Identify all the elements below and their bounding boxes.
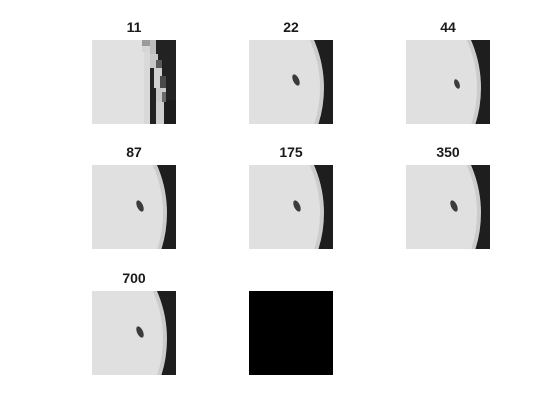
black-image xyxy=(249,291,333,375)
panel-title xyxy=(249,269,333,287)
sun-image xyxy=(92,291,176,375)
panel-title: 700 xyxy=(122,270,146,286)
sun-image xyxy=(92,165,176,249)
sun-image-blocky xyxy=(92,40,176,124)
panel-title: 175 xyxy=(279,144,303,160)
panel-title: 44 xyxy=(440,19,456,35)
sun-image xyxy=(406,165,490,249)
panel-title: 11 xyxy=(126,19,142,35)
sun-image xyxy=(406,40,490,124)
sun-image xyxy=(249,40,333,124)
sun-image xyxy=(249,165,333,249)
panel-title: 22 xyxy=(283,19,299,35)
panel-title: 87 xyxy=(126,144,142,160)
panel-title: 350 xyxy=(436,144,460,160)
